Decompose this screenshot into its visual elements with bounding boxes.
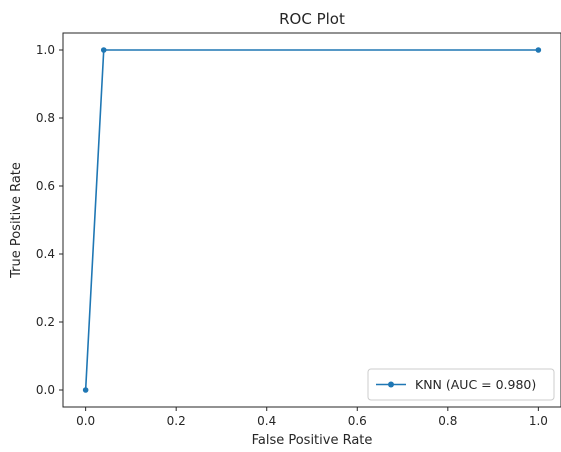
y-tick-label: 0.2 (36, 315, 55, 329)
x-tick-label: 0.8 (438, 414, 457, 428)
y-tick-label: 0.8 (36, 111, 55, 125)
y-axis-label: True Positive Rate (9, 162, 24, 279)
x-tick-label: 0.2 (167, 414, 186, 428)
x-tick-label: 0.4 (257, 414, 276, 428)
y-tick-label: 0.6 (36, 179, 55, 193)
plot-frame (62, 32, 561, 408)
y-axis-ticks: 0.0 0.2 0.4 0.6 0.8 1.0 (36, 43, 63, 397)
legend-marker (388, 381, 394, 388)
data-point (82, 387, 89, 393)
x-axis-ticks: 0.0 0.2 0.4 0.6 0.8 1.0 (76, 407, 548, 428)
legend: KNN (AUC = 0.980) (367, 368, 555, 401)
data-point (535, 47, 542, 53)
x-tick-label: 0.6 (348, 414, 367, 428)
plot-area (62, 32, 561, 408)
legend-label: KNN (AUC = 0.980) (415, 377, 536, 392)
y-tick-label: 0.0 (36, 383, 55, 397)
legend-box (367, 368, 555, 401)
y-tick-label: 1.0 (36, 43, 55, 57)
series-layer (82, 47, 542, 393)
chart-title: ROC Plot (279, 10, 345, 28)
x-axis-label: False Positive Rate (252, 433, 373, 448)
x-tick-label: 0.0 (76, 414, 95, 428)
y-tick-label: 0.4 (36, 247, 55, 261)
data-point (100, 47, 107, 53)
x-tick-label: 1.0 (529, 414, 548, 428)
